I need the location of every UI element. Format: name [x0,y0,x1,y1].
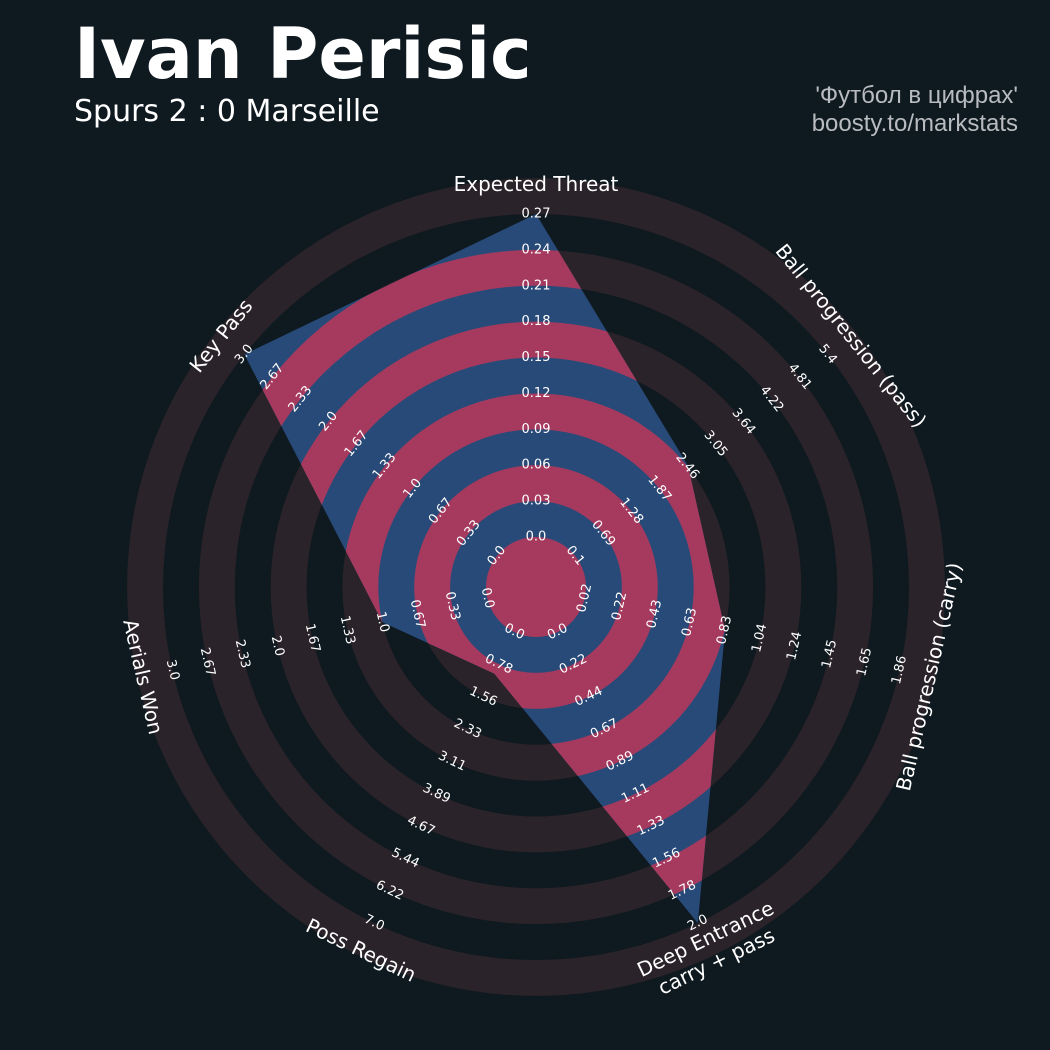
range-tick-label: 0.15 [522,350,551,365]
credit-channel: 'Футбол в цифрах' [815,82,1018,109]
range-tick-label: 2.33 [232,638,253,670]
player-name-title: Ivan Perisic [74,13,532,95]
range-tick-label: 0.63 [679,606,700,638]
range-tick-label: 0.18 [522,314,551,329]
range-tick-label: 0.09 [522,422,551,437]
range-tick-label: 0.02 [574,582,595,614]
range-tick-label: 1.86 [889,654,910,686]
range-tick-label: 0.33 [442,590,463,622]
range-tick-label: 0.43 [644,598,665,630]
range-tick-label: 1.67 [302,622,323,654]
range-tick-label: 1.45 [819,638,840,670]
player-layer [244,214,726,924]
range-tick-label: 1.0 [373,610,392,634]
match-subtitle: Spurs 2 : 0 Marseille [74,94,380,129]
range-tick-label: 0.21 [522,278,551,293]
range-tick-label: 0.12 [522,386,551,401]
range-tick-label: 0.83 [714,614,735,646]
range-tick-label: 0.06 [522,458,551,473]
axis-label: Expected Threat [454,172,619,196]
range-tick-label: 1.24 [784,630,805,662]
range-labels: 0.0 0.03 0.06 0.09 0.12 0.15 0.18 0.21 0.24 0.27 0… [163,207,910,935]
range-tick-label: 1.04 [749,622,770,654]
range-tick-label: 1.65 [854,646,875,678]
range-tick-label: 0.67 [407,598,428,630]
range-tick-label: 2.67 [197,646,218,678]
player-ring [414,465,658,709]
range-tick-label: 0.03 [522,494,551,509]
range-tick-label: 1.33 [337,614,358,646]
credit-url: boosty.to/markstats [811,110,1018,137]
range-tick-label: 0.0 [478,586,497,610]
range-tick-label: 0.0 [526,530,547,545]
range-tick-label: 2.0 [268,634,287,658]
range-tick-label: 3.0 [163,658,182,682]
range-tick-label: 0.22 [609,590,630,622]
player-ring-highlights [244,214,726,924]
player-center-disc [486,537,586,637]
axis-label: Deep Entrancecarry + pass [633,896,788,1005]
range-tick-label: 0.24 [522,242,551,257]
range-tick-label: 0.27 [522,207,551,222]
